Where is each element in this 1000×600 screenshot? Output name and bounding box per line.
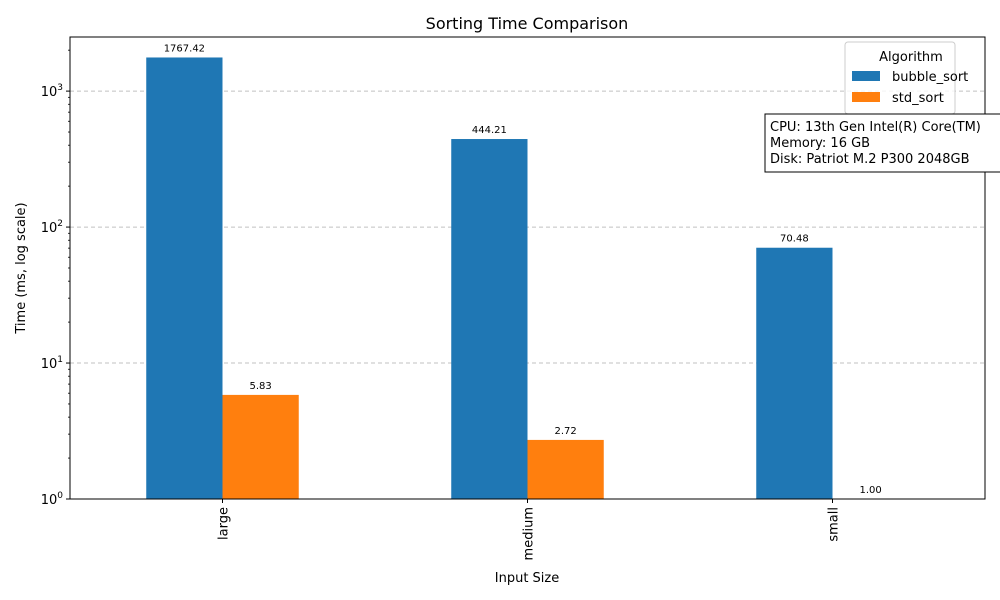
legend-label-bubble_sort: bubble_sort (892, 70, 968, 85)
x-tick-label-medium: medium (522, 507, 537, 560)
legend-item-std_sort[interactable]: std_sort (852, 91, 944, 106)
system-info-frame (764, 113, 1000, 173)
bars (146, 57, 833, 500)
x-tick-label-small: small (827, 507, 842, 542)
legend-swatch-bubble_sort (852, 71, 880, 81)
x-tick-label-large: large (217, 507, 232, 540)
system-info-box: CPU: 13th Gen Intel(R) Core(TM) Memory: … (764, 113, 1000, 173)
data-label-bubble_sort-large: 1767.42 (164, 43, 205, 54)
y-tick-label: 103 (41, 83, 63, 100)
legend-label-std_sort: std_sort (892, 91, 944, 106)
system-info-memory: Memory: 16 GB (770, 136, 870, 151)
system-info-disk: Disk: Patriot M.2 P300 2048GB (770, 152, 970, 167)
data-label-bubble_sort-small: 70.48 (780, 234, 809, 245)
legend-item-bubble_sort[interactable]: bubble_sort (852, 70, 968, 85)
y-tick-label: 100 (41, 491, 64, 508)
data-label-std_sort-medium: 2.72 (554, 426, 576, 437)
bar-bubble_sort-medium (451, 139, 528, 499)
legend-swatch-std_sort (852, 92, 880, 102)
system-info-cpu: CPU: 13th Gen Intel(R) Core(TM) (770, 120, 981, 135)
data-label-bubble_sort-medium: 444.21 (472, 125, 507, 136)
legend[interactable]: Algorithm bubble_sort std_sort (844, 41, 968, 115)
data-label-std_sort-small: 1.00 (859, 485, 881, 496)
bar-bubble_sort-small (756, 247, 833, 499)
bar-bubble_sort-large (146, 57, 223, 500)
y-axis-label: Time (ms, log scale) (14, 202, 29, 334)
bar-std_sort-large (222, 394, 299, 499)
legend-title: Algorithm (879, 50, 943, 65)
data-labels: 1767.42 444.21 70.48 5.83 2.72 1.00 (164, 43, 882, 496)
y-tick-label: 102 (41, 219, 63, 236)
bar-std_sort-medium (527, 439, 604, 499)
data-label-std_sort-large: 5.83 (249, 381, 271, 392)
chart-title: Sorting Time Comparison (426, 14, 629, 33)
x-axis-label: Input Size (495, 571, 559, 586)
axis-ticks: 100 101 102 103 large medium small (41, 49, 842, 560)
y-tick-label: 101 (41, 355, 63, 372)
